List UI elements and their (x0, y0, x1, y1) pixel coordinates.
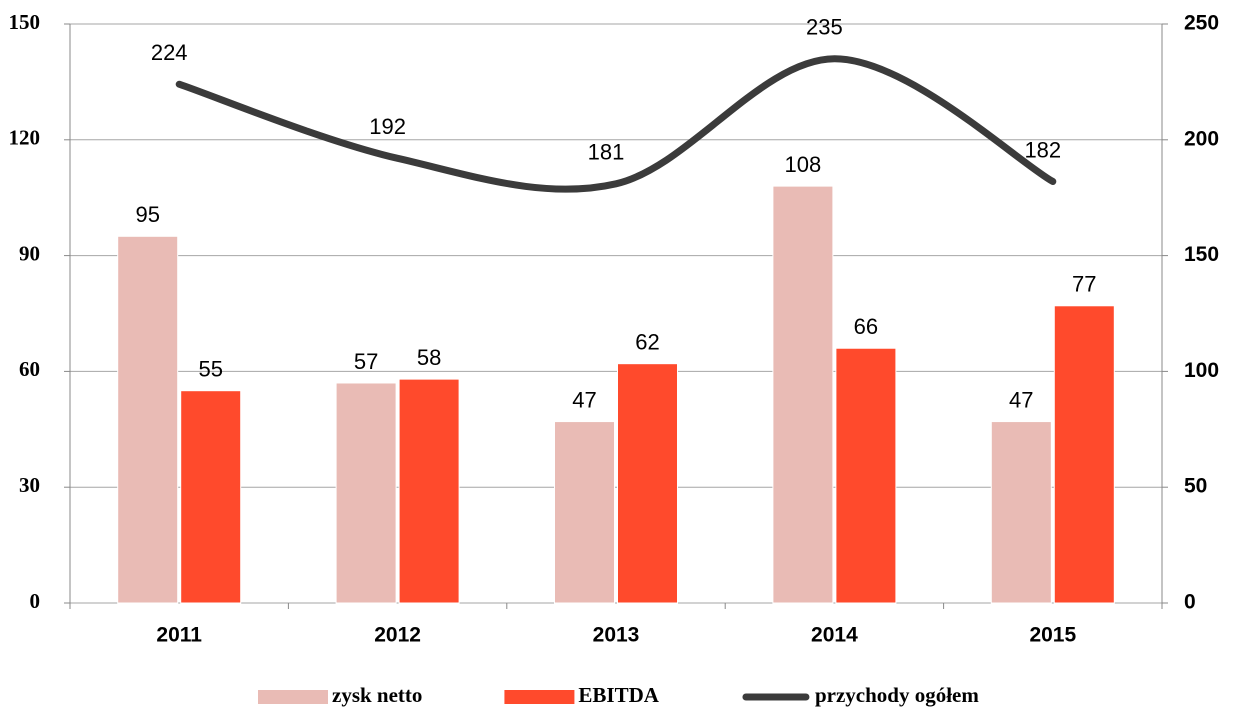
bar (554, 421, 615, 604)
y-tick-label: 60 (19, 357, 40, 381)
legend-swatch (504, 690, 575, 704)
bar (772, 185, 834, 604)
bar-value-label: 55 (198, 357, 222, 382)
line-value-label: 235 (806, 15, 843, 40)
bar (617, 363, 678, 604)
y-tick-label: 0 (30, 589, 41, 613)
bar-value-label: 66 (854, 314, 878, 339)
bar (117, 235, 179, 604)
x-tick-label: 2015 (1029, 624, 1076, 647)
y2-tick-label: 150 (1184, 243, 1219, 266)
bar (990, 421, 1052, 604)
line-value-label: 182 (1024, 137, 1061, 162)
bar (180, 390, 242, 604)
legend-label: EBITDA (578, 683, 659, 707)
y2-tick-label: 100 (1184, 359, 1219, 382)
x-tick-label: 2014 (811, 624, 858, 647)
y2-tick-label: 50 (1184, 475, 1207, 498)
legend-label: przychody ogółem (815, 683, 979, 707)
y2-tick-label: 200 (1184, 127, 1219, 150)
bar-value-label: 58 (417, 345, 441, 370)
line (175, 55, 1057, 193)
bar (398, 378, 460, 604)
bar-value-label: 95 (135, 202, 159, 227)
x-tick-label: 2013 (593, 624, 640, 647)
bar (335, 382, 397, 604)
line-value-label: 224 (151, 40, 188, 65)
legend-label: zysk netto (332, 683, 422, 707)
bar-value-label: 62 (635, 329, 659, 354)
y2-tick-label: 250 (1184, 12, 1219, 35)
bar-value-label: 47 (572, 387, 596, 412)
legend-swatch (258, 690, 328, 704)
bar (835, 347, 897, 604)
x-tick-label: 2012 (374, 624, 421, 647)
y-tick-label: 120 (9, 126, 41, 150)
y-tick-label: 150 (9, 10, 41, 34)
line-value-label: 181 (588, 140, 625, 165)
bar-value-label: 47 (1009, 387, 1033, 412)
x-tick-label: 2011 (156, 624, 202, 647)
bar-value-label: 108 (785, 152, 822, 177)
bar (1053, 305, 1115, 604)
bar-value-label: 77 (1072, 272, 1096, 297)
bar-value-label: 57 (354, 349, 378, 374)
line-value-label: 192 (369, 114, 406, 139)
y2-tick-label: 0 (1184, 591, 1196, 614)
y-tick-label: 30 (19, 473, 40, 497)
y-tick-label: 90 (19, 241, 40, 265)
